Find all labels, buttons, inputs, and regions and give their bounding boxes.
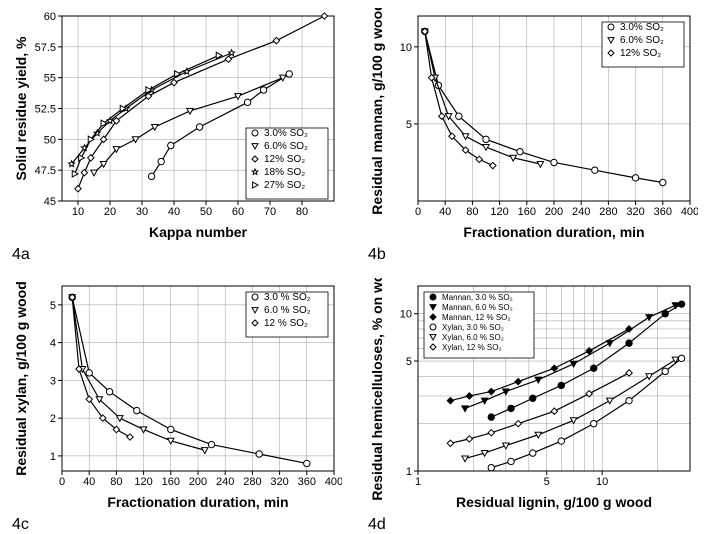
svg-text:Mannan, 6.0 % SO₂: Mannan, 6.0 % SO₂	[442, 303, 513, 312]
svg-text:400: 400	[325, 476, 342, 488]
panel-4b: 0 40 80 120 160 200 240 280 320 360 400 5 10 Fraction…	[368, 8, 698, 243]
chart-4a: 10 20 30 40 50 60 70 80 45 47.5 50 52.5 55 57.5 60 Kapp…	[12, 8, 342, 243]
svg-text:60: 60	[44, 11, 56, 23]
svg-text:10: 10	[596, 476, 608, 488]
svg-text:Residual xylan, g/100 g wood: Residual xylan, g/100 g wood	[13, 281, 29, 476]
svg-text:57.5: 57.5	[35, 42, 56, 54]
svg-text:1: 1	[415, 476, 421, 488]
svg-text:1: 1	[406, 466, 412, 478]
svg-text:70: 70	[264, 206, 276, 218]
svg-text:360: 360	[298, 476, 316, 488]
svg-text:3.0% SO₂: 3.0% SO₂	[620, 22, 664, 33]
svg-text:4: 4	[50, 338, 56, 350]
panel-label-4a: 4a	[12, 246, 30, 264]
svg-text:0: 0	[415, 206, 421, 218]
svg-text:200: 200	[545, 206, 563, 218]
svg-text:320: 320	[270, 476, 288, 488]
svg-text:5: 5	[50, 300, 56, 312]
chart-4c: 0 40 80 120 160 200 240 280 320 360 400 1 2 3 4 5 Fracti…	[12, 278, 342, 513]
panel-4a: 10 20 30 40 50 60 70 80 45 47.5 50 52.5 55 57.5 60 Kapp…	[12, 8, 342, 243]
svg-text:10: 10	[400, 309, 412, 321]
figure-grid: { "panels": { "a": { "label": "4a", "typ…	[0, 0, 709, 531]
svg-text:200: 200	[189, 476, 207, 488]
svg-text:280: 280	[243, 476, 261, 488]
svg-text:50: 50	[44, 134, 56, 146]
svg-text:6.0 % SO₂: 6.0 % SO₂	[264, 305, 311, 316]
svg-text:Xylan, 6.0 % SO₂: Xylan, 6.0 % SO₂	[442, 333, 504, 342]
panel-4c: 0 40 80 120 160 200 240 280 320 360 400 1 2 3 4 5 Fracti…	[12, 278, 342, 513]
svg-text:60: 60	[232, 206, 244, 218]
svg-text:320: 320	[626, 206, 644, 218]
svg-text:Kappa number: Kappa number	[149, 224, 248, 240]
svg-text:40: 40	[168, 206, 180, 218]
svg-text:12% SO₂: 12% SO₂	[264, 154, 305, 165]
svg-text:47.5: 47.5	[35, 165, 56, 177]
svg-text:40: 40	[439, 206, 451, 218]
svg-text:240: 240	[216, 476, 234, 488]
svg-text:3: 3	[50, 375, 56, 387]
svg-text:Fractionation duration, min: Fractionation duration, min	[107, 494, 288, 510]
svg-text:Residual lignin, g/100 g wood: Residual lignin, g/100 g wood	[456, 494, 652, 510]
svg-text:160: 160	[518, 206, 536, 218]
svg-text:3.0% SO₂: 3.0% SO₂	[264, 128, 308, 139]
svg-text:120: 120	[134, 476, 152, 488]
svg-text:Solid residue yield, %: Solid residue yield, %	[13, 36, 29, 180]
svg-text:6.0% SO₂: 6.0% SO₂	[620, 35, 664, 46]
svg-text:Xylan, 12 % SO₂: Xylan, 12 % SO₂	[442, 343, 502, 352]
svg-text:80: 80	[296, 206, 308, 218]
svg-text:0: 0	[59, 476, 65, 488]
svg-text:5: 5	[406, 356, 412, 368]
svg-text:20: 20	[104, 206, 116, 218]
svg-text:5: 5	[544, 476, 550, 488]
svg-text:55: 55	[44, 73, 56, 85]
svg-text:80: 80	[466, 206, 478, 218]
panel-label-4d: 4d	[368, 516, 386, 534]
svg-text:3.0 % SO₂: 3.0 % SO₂	[264, 292, 311, 303]
svg-text:80: 80	[110, 476, 122, 488]
svg-text:18% SO₂: 18% SO₂	[264, 167, 305, 178]
chart-4b: 0 40 80 120 160 200 240 280 320 360 400 5 10 Fraction…	[368, 8, 698, 243]
svg-text:Xylan, 3.0 % SO₂: Xylan, 3.0 % SO₂	[442, 323, 504, 332]
svg-text:50: 50	[200, 206, 212, 218]
svg-text:45: 45	[44, 196, 56, 208]
svg-text:400: 400	[681, 206, 698, 218]
svg-text:Mannan, 3.0 % SO₂: Mannan, 3.0 % SO₂	[442, 293, 513, 302]
panel-4d: 15101510Residual lignin, g/100 g woodRes…	[368, 278, 698, 513]
svg-text:12 % SO₂: 12 % SO₂	[264, 318, 308, 329]
svg-text:240: 240	[572, 206, 590, 218]
svg-text:120: 120	[490, 206, 508, 218]
svg-text:30: 30	[136, 206, 148, 218]
svg-text:10: 10	[400, 42, 412, 54]
svg-text:280: 280	[599, 206, 617, 218]
svg-text:5: 5	[406, 119, 412, 131]
svg-text:160: 160	[162, 476, 180, 488]
svg-text:52.5: 52.5	[35, 104, 56, 116]
svg-text:Mannan, 12 % SO₂: Mannan, 12 % SO₂	[442, 313, 510, 322]
svg-text:Fractionation duration, min: Fractionation duration, min	[463, 224, 644, 240]
svg-text:Residual hemicelluloses, % on: Residual hemicelluloses, % on wood	[369, 278, 385, 501]
svg-text:360: 360	[654, 206, 672, 218]
svg-text:6.0% SO₂: 6.0% SO₂	[264, 141, 308, 152]
svg-text:Residual mannan, g/100 g wood: Residual mannan, g/100 g wood	[369, 8, 385, 215]
svg-text:1: 1	[50, 451, 56, 463]
chart-4d: 15101510Residual lignin, g/100 g woodRes…	[368, 278, 698, 513]
panel-label-4c: 4c	[12, 516, 29, 534]
svg-text:2: 2	[50, 413, 56, 425]
panel-label-4b: 4b	[368, 246, 386, 264]
svg-text:40: 40	[83, 476, 95, 488]
svg-text:10: 10	[72, 206, 84, 218]
svg-text:27% SO₂: 27% SO₂	[264, 180, 305, 191]
svg-text:12% SO₂: 12% SO₂	[620, 48, 661, 59]
